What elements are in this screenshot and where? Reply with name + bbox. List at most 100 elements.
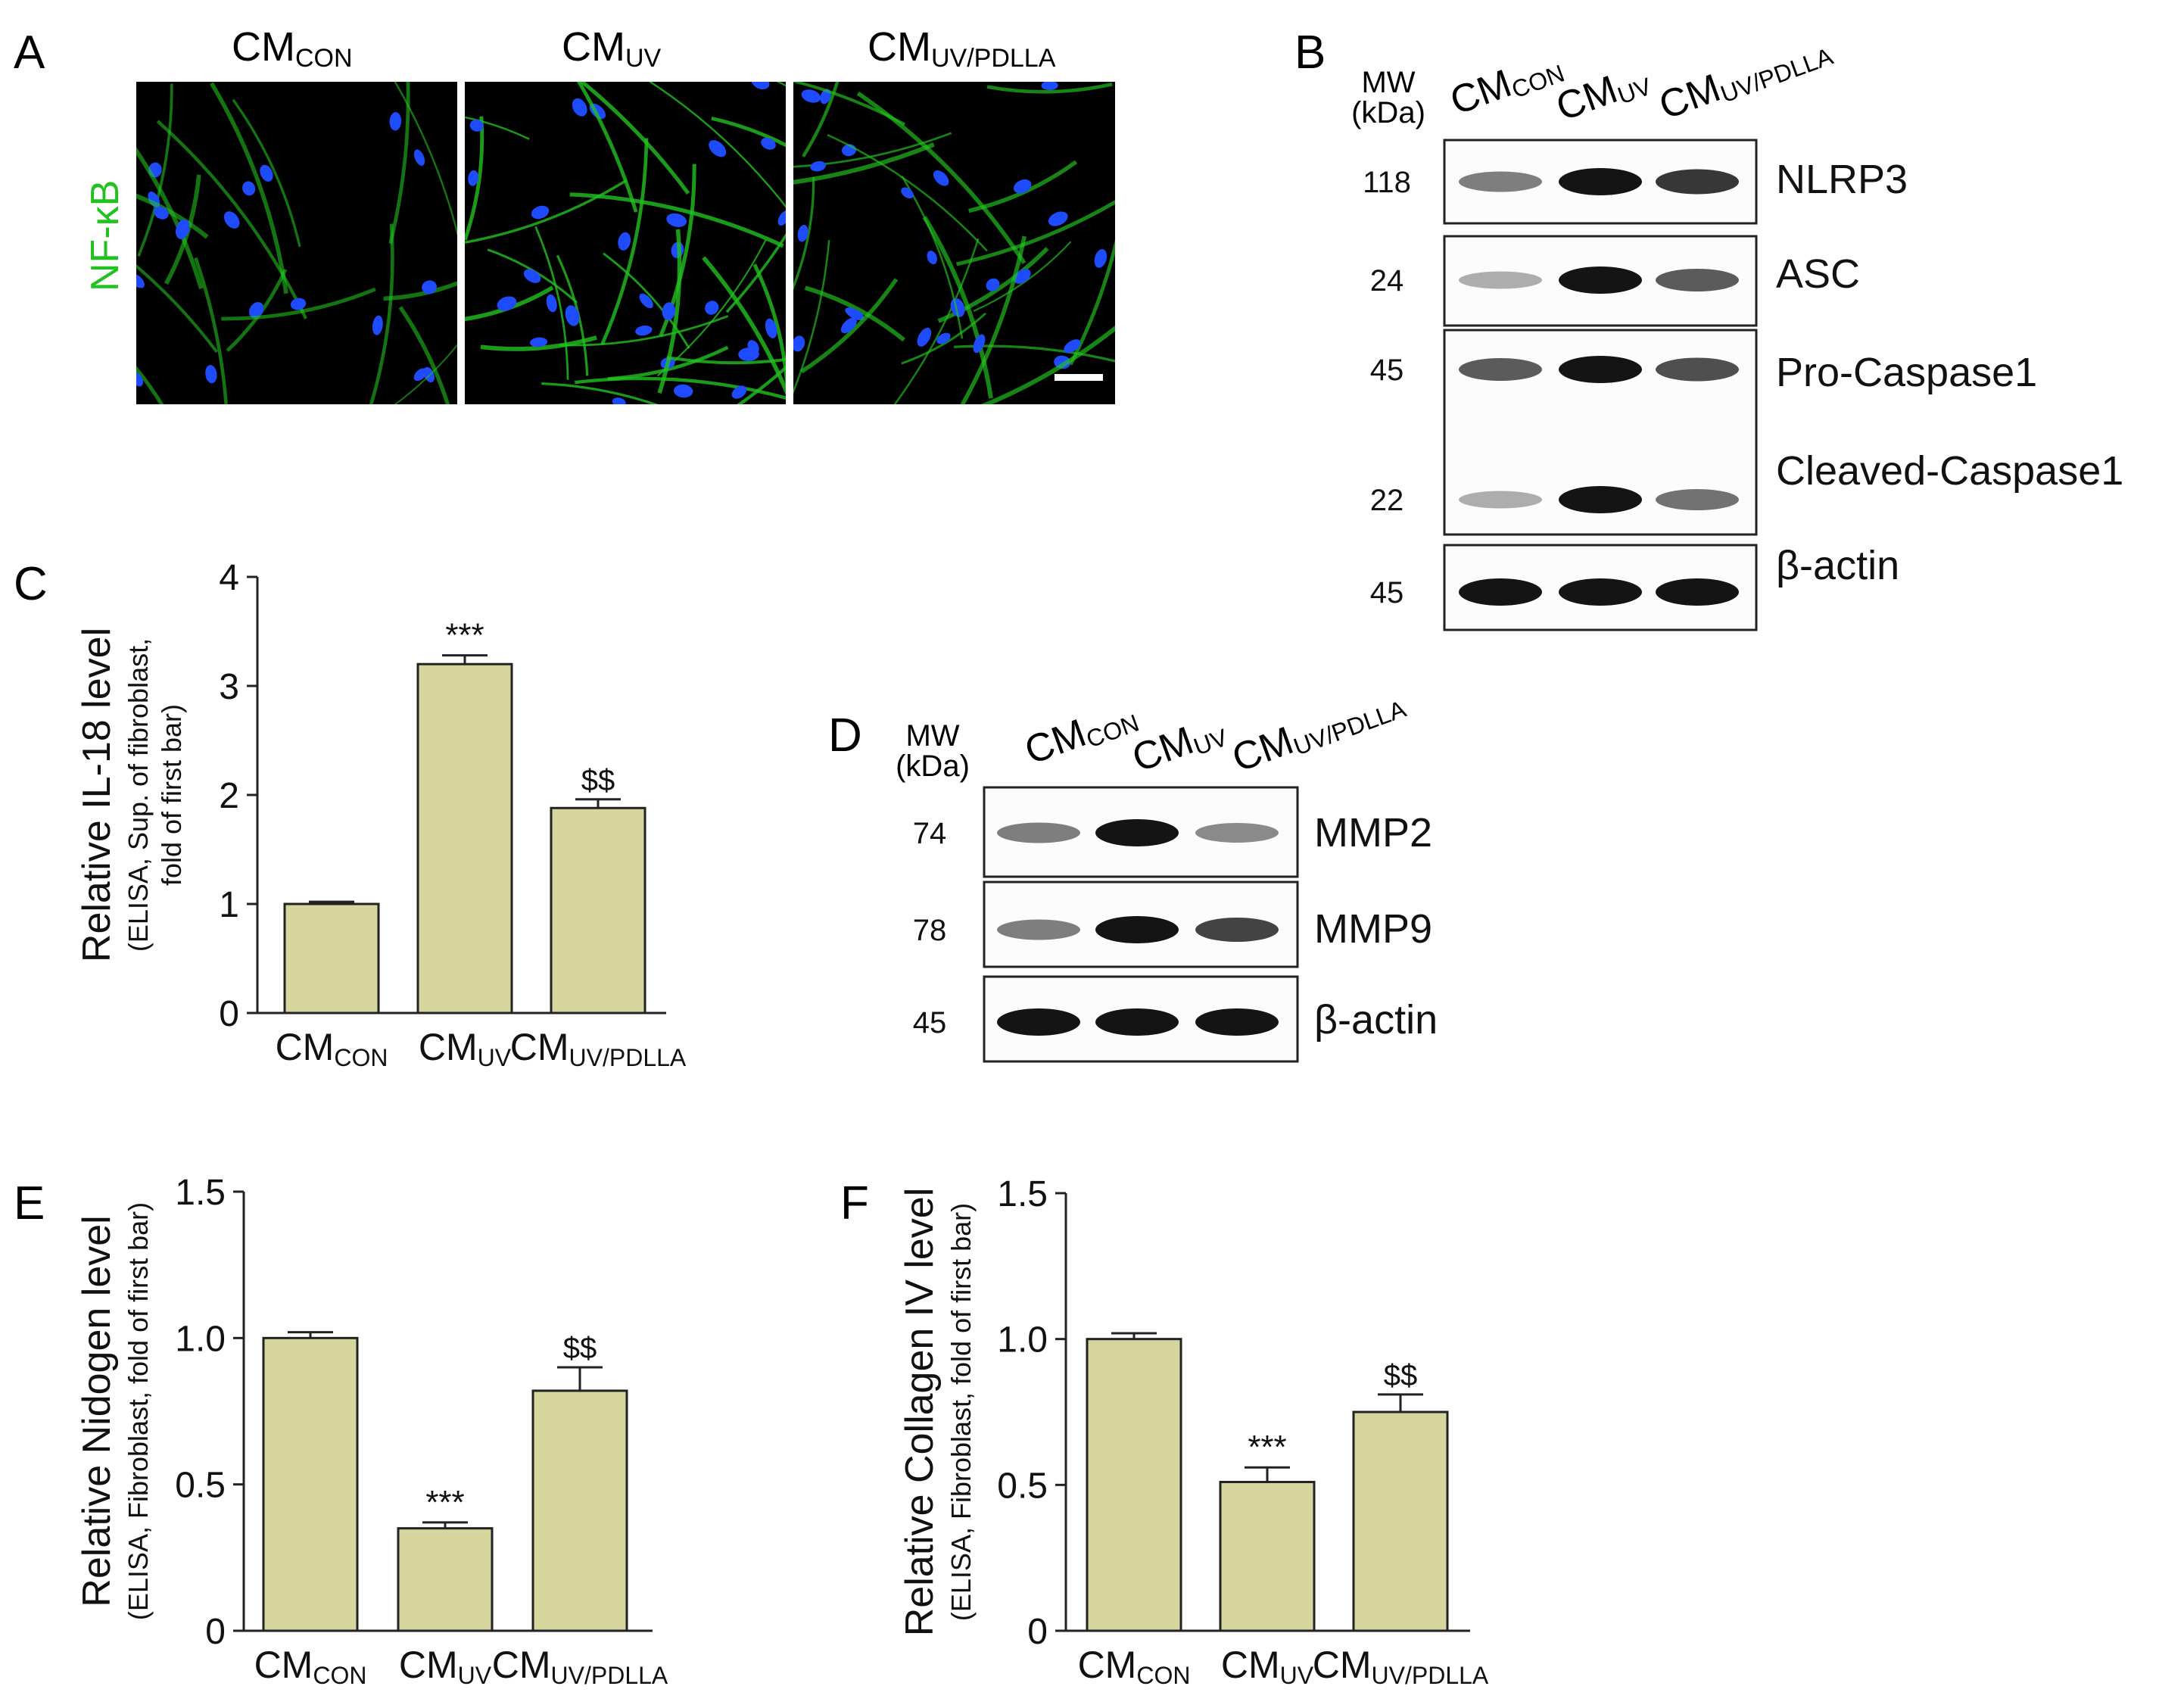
lane-label-con-d: CMCON	[1019, 693, 1142, 774]
cell-body	[648, 82, 786, 208]
lane-label-uv-pdlla: CMUV/PDLLA	[1653, 26, 1837, 129]
nucleus	[1048, 211, 1068, 226]
blot-band	[1459, 358, 1542, 381]
nucleus	[260, 164, 273, 182]
micrograph-cells	[136, 82, 457, 404]
y-tick-label: 0.5	[175, 1466, 226, 1506]
blot-band	[1656, 269, 1739, 291]
nucleus	[765, 318, 777, 338]
panel-b-blots: 118 NLRP3 24 ASC 45 Pro-Caspase1 22 Cleaved-Cas…	[1363, 139, 2123, 631]
mw-label-d: MW	[905, 719, 959, 753]
nucleus	[154, 206, 169, 220]
nucleus	[797, 224, 808, 242]
mw-value: 22	[1370, 484, 1404, 517]
nucleus	[635, 325, 653, 336]
x-tick-label: CMUV/PDLLA	[492, 1644, 668, 1689]
y-tick-label: 1.0	[997, 1320, 1048, 1360]
blot-band	[1459, 271, 1542, 289]
cell-body	[856, 91, 1027, 264]
nucleus	[497, 296, 517, 311]
micrograph-uv-pdlla	[793, 82, 1115, 404]
bar	[283, 902, 380, 1015]
cell-body	[465, 179, 628, 244]
scale-bar	[1055, 374, 1103, 381]
micrograph-con	[136, 82, 457, 404]
y-tick-label: 0	[1027, 1612, 1048, 1652]
cell-body	[711, 116, 786, 148]
kda-label-b: (kDa)	[1351, 96, 1425, 129]
blot-band	[1559, 578, 1642, 606]
cell-body	[465, 116, 484, 241]
cell-body	[922, 216, 993, 399]
panel-b-header: MW (kDa) CMCON CMUV CMUV/PDLLA	[1351, 26, 1837, 130]
panel-letter-a: A	[14, 26, 45, 79]
cell-body	[559, 315, 729, 347]
panel-letter-c: C	[14, 558, 48, 610]
bar	[416, 662, 513, 1015]
nucleus	[413, 368, 427, 382]
bar	[1219, 1480, 1316, 1632]
nucleus	[933, 170, 949, 186]
header-con: CMCON	[232, 24, 353, 73]
nucleus	[936, 332, 951, 344]
cell-body	[369, 223, 394, 404]
significance-mark: $$	[563, 1332, 597, 1365]
blot-name: Pro-Caspase1	[1776, 350, 2037, 395]
blot-band	[1559, 266, 1642, 294]
chart-collagen-iv: 0 0.5 1.0 1.5 CMCON *** CMUV $$ CMUV/PDLLA Relati…	[898, 1174, 1489, 1689]
cell-body	[575, 376, 786, 400]
nucleus	[523, 269, 541, 283]
mw-label-b: MW	[1361, 66, 1415, 99]
cell-body	[725, 232, 786, 313]
blot-band	[997, 1008, 1080, 1036]
micrograph-uv	[465, 82, 786, 404]
x-tick-label: CMUV	[399, 1644, 492, 1689]
cell-body	[901, 312, 986, 365]
nucleus	[801, 89, 821, 103]
nucleus	[973, 334, 986, 354]
y-tick-label: 2	[219, 776, 239, 816]
panel-letter-e: E	[14, 1177, 45, 1230]
nucleus	[468, 170, 478, 186]
cell-body	[603, 252, 690, 349]
nucleus	[1014, 269, 1031, 284]
y-tick-label: 1.0	[175, 1319, 226, 1359]
cell-body	[960, 235, 1027, 404]
cell-body	[136, 147, 204, 289]
cell-body	[827, 133, 988, 252]
panel-letter-b: B	[1294, 26, 1326, 79]
nucleus	[612, 397, 626, 404]
mw-value: 45	[913, 1006, 947, 1039]
nucleus	[986, 278, 1000, 291]
significance-mark: ***	[445, 617, 484, 654]
nucleus	[777, 210, 786, 226]
cell-body	[793, 142, 935, 185]
cell-body	[541, 382, 659, 404]
nucleus	[709, 140, 727, 157]
mw-value: 24	[1370, 264, 1404, 298]
cell-body	[793, 132, 952, 168]
nucleus	[917, 327, 932, 347]
cell-body	[194, 257, 228, 404]
bar	[531, 1389, 628, 1632]
header-uv-pdlla: CMUV/PDLLA	[868, 24, 1056, 73]
blot-band	[1559, 486, 1642, 513]
y-axis-subtitle: (ELISA, Sup. of fibroblast,	[123, 638, 154, 952]
x-tick-label: CMCON	[276, 1026, 388, 1071]
nucleus	[666, 213, 687, 227]
mw-value: 45	[1370, 354, 1404, 387]
cell-body	[793, 239, 830, 394]
header-uv: CMUV	[562, 24, 662, 73]
nucleus	[176, 219, 190, 239]
cell-body	[802, 82, 840, 157]
nucleus	[761, 137, 776, 150]
blot-band	[1656, 169, 1739, 195]
nucleus	[413, 149, 425, 166]
bar	[550, 806, 646, 1015]
nucleus	[1041, 82, 1058, 91]
nucleus	[546, 294, 557, 313]
nucleus	[1013, 179, 1032, 194]
micrograph-cells	[793, 82, 1115, 404]
y-tick-label: 0	[205, 1612, 226, 1652]
cell-body	[232, 98, 301, 248]
